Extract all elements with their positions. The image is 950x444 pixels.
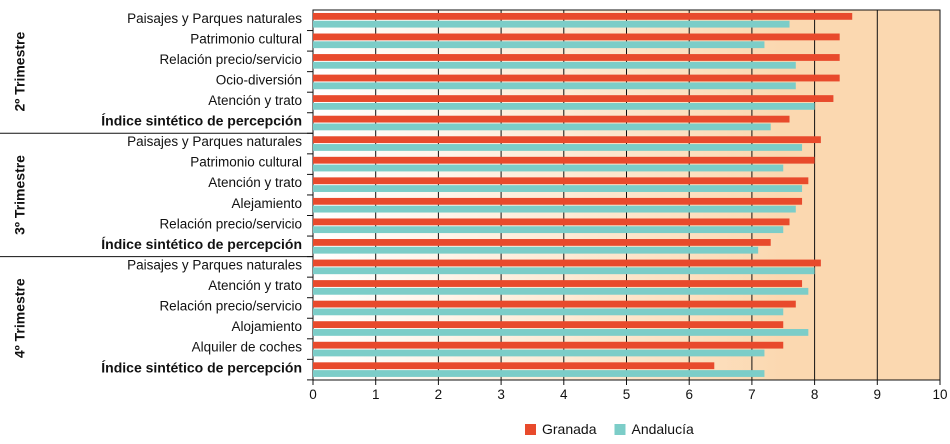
x-tick-label: 2 (435, 387, 443, 402)
x-tick-label: 3 (497, 387, 505, 402)
bar-andaluca-1-1 (313, 164, 784, 172)
category-label: Relación precio/servicio (159, 52, 302, 67)
category-label: Índice sintético de percepción (101, 236, 302, 252)
category-label: Paisajes y Parques naturales (127, 11, 302, 26)
x-tick-label: 8 (811, 387, 819, 402)
bar-granada-0-1 (313, 33, 840, 41)
bar-granada-1-2 (313, 177, 809, 185)
category-label: Relación precio/servicio (159, 216, 302, 231)
bar-andaluca-1-0 (313, 144, 803, 151)
category-label: Atención y trato (208, 175, 302, 190)
bar-andaluca-0-5 (313, 123, 771, 131)
bar-andaluca-0-0 (313, 20, 790, 28)
legend-label: Granada (542, 421, 597, 437)
x-tick-label: 0 (309, 387, 317, 402)
group-label: 4º Trimestre (12, 278, 28, 358)
bar-granada-2-5 (313, 362, 715, 370)
category-label: Paisajes y Parques naturales (127, 257, 302, 272)
bar-granada-1-1 (313, 156, 815, 164)
bar-andaluca-0-2 (313, 61, 796, 69)
bar-granada-1-0 (313, 136, 821, 144)
x-tick-label: 9 (874, 387, 882, 402)
group-label: 2º Trimestre (12, 32, 28, 112)
bar-andaluca-2-3 (313, 329, 809, 336)
x-tick-label: 4 (560, 387, 568, 402)
x-tick-label: 6 (685, 387, 693, 402)
bar-andaluca-2-0 (313, 267, 815, 275)
category-label: Paisajes y Parques naturales (127, 134, 302, 149)
category-label: Índice sintético de percepción (101, 113, 302, 129)
x-tick-label: 1 (372, 387, 380, 402)
category-label: Atención y trato (208, 93, 302, 108)
bar-andaluca-0-3 (313, 82, 796, 90)
bar-granada-1-3 (313, 197, 803, 205)
bar-granada-2-2 (313, 300, 796, 308)
category-label: Relación precio/servicio (159, 299, 302, 314)
category-label: Alejamiento (231, 196, 302, 211)
bar-andaluca-1-4 (313, 226, 784, 234)
x-axis: 0 1 2 3 4 5 6 7 8 9 10 (309, 379, 948, 402)
legend-swatch (525, 424, 536, 435)
bar-granada-0-3 (313, 74, 840, 82)
x-tick-label: 5 (623, 387, 631, 402)
category-label: Índice sintético de percepción (101, 359, 302, 375)
gridlines (0, 10, 878, 381)
bar-granada-0-4 (313, 95, 834, 102)
legend: Granada Andalucía (525, 421, 694, 437)
legend-swatch (614, 424, 626, 435)
category-label: Alquiler de coches (192, 340, 303, 355)
bar-andaluca-2-4 (313, 349, 765, 357)
category-labels: Paisajes y Parques naturales Patrimonio c… (12, 11, 303, 375)
bar-andaluca-2-1 (313, 287, 809, 295)
bar-granada-1-5 (313, 239, 771, 246)
bars (313, 12, 853, 377)
category-label: Alojamiento (231, 319, 302, 334)
bar-andaluca-2-2 (313, 308, 784, 316)
bar-granada-2-4 (313, 341, 784, 349)
bar-granada-0-2 (313, 54, 840, 61)
category-label: Patrimonio cultural (190, 155, 302, 170)
category-label: Atención y trato (208, 278, 302, 293)
bar-andaluca-1-5 (313, 246, 759, 254)
x-tick-label: 10 (932, 387, 947, 402)
bar-granada-2-3 (313, 321, 784, 329)
bar-granada-0-0 (313, 12, 853, 20)
bar-granada-2-0 (313, 259, 821, 267)
bar-andaluca-1-2 (313, 185, 803, 192)
bar-andaluca-2-5 (313, 370, 765, 377)
bar-granada-2-1 (313, 280, 803, 287)
bar-granada-1-4 (313, 218, 790, 226)
bar-andaluca-1-3 (313, 205, 796, 213)
legend-label: Andalucía (631, 421, 693, 437)
x-tick-label: 7 (748, 387, 756, 402)
bar-andaluca-0-1 (313, 41, 765, 49)
bar-andaluca-0-4 (313, 102, 815, 110)
category-label: Ocio-diversión (216, 72, 302, 87)
bar-granada-0-5 (313, 115, 790, 123)
category-label: Patrimonio cultural (190, 31, 302, 46)
group-label: 3º Trimestre (12, 155, 28, 235)
